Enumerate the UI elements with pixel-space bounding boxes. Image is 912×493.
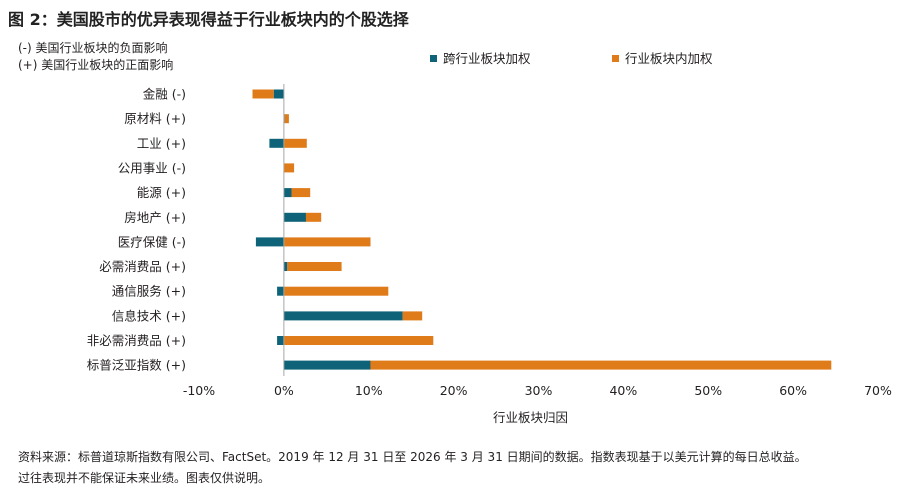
bar-within-sector <box>283 138 307 148</box>
bar-within-sector <box>305 212 322 222</box>
category-label: 金融 (-) <box>143 87 186 102</box>
category-label: 工业 (+) <box>137 136 186 151</box>
chart-title: 图 2：美国股市的优异表现得益于行业板块内的个股选择 <box>8 10 409 29</box>
x-tick-label: 70% <box>864 383 892 398</box>
chart-legend: 跨行业板块加权 行业板块内加权 <box>430 51 713 66</box>
category-label: 能源 (+) <box>137 185 186 200</box>
category-label: 通信服务 (+) <box>112 284 186 299</box>
sign-notes: (-) 美国行业板块的负面影响 (+) 美国行业板块的正面影响 <box>18 40 173 74</box>
source-line-1: 资料来源：标普道琼斯指数有限公司、FactSet。2019 年 12 月 31 … <box>18 450 807 464</box>
category-label: 医疗保健 (-) <box>118 234 186 249</box>
bar-cross-sector <box>283 188 292 198</box>
x-tick-label: 0% <box>274 383 294 398</box>
category-label: 公用事业 (-) <box>118 160 186 175</box>
bar-cross-sector <box>269 138 284 148</box>
x-tick-label: 40% <box>609 383 637 398</box>
legend-label-1: 跨行业板块加权 <box>443 51 531 66</box>
category-labels: 金融 (-) 原材料 (+) 工业 (+) 公用事业 (-) 能源 (+) 房地产 (+)… <box>87 87 186 373</box>
attribution-chart: 跨行业板块加权 行业板块内加权 金融 (-) 原材料 (+) 工业 (+) 公用事业 (… <box>87 51 892 425</box>
bar-within-sector <box>370 360 832 370</box>
bar-within-sector <box>252 89 274 99</box>
bar-within-sector <box>284 114 289 124</box>
bar-cross-sector <box>255 237 284 247</box>
bar-within-sector <box>291 188 311 198</box>
legend-swatch-1 <box>430 55 437 62</box>
category-label: 标普泛亚指数 (+) <box>87 358 186 373</box>
negative-note: (-) 美国行业板块的负面影响 <box>18 41 168 55</box>
x-tick-label: -10% <box>183 383 215 398</box>
category-label: 信息技术 (+) <box>112 308 186 323</box>
bar-within-sector <box>287 262 342 271</box>
bar-cross-sector <box>277 336 284 345</box>
x-tick-label: 20% <box>440 383 468 398</box>
bar-within-sector <box>283 237 371 247</box>
bar-cross-sector <box>277 286 284 296</box>
bar-cross-sector <box>283 212 306 222</box>
bar-cross-sector <box>273 89 284 99</box>
x-axis-ticks: -10% 0% 10% 20% 30% 40% 50% 60% 70% <box>183 383 892 398</box>
source-note: 资料来源：标普道琼斯指数有限公司、FactSet。2019 年 12 月 31 … <box>18 447 807 489</box>
x-axis-label: 行业板块归因 <box>493 410 568 425</box>
positive-note: (+) 美国行业板块的正面影响 <box>18 58 174 72</box>
bar-cross-sector <box>283 262 288 271</box>
bar-within-sector <box>283 286 389 296</box>
x-tick-label: 10% <box>355 383 383 398</box>
source-line-2: 过往表现并不能保证未来业绩。图表仅供说明。 <box>18 471 271 485</box>
bar-within-sector <box>402 311 423 321</box>
x-tick-label: 30% <box>525 383 553 398</box>
category-label: 必需消费品 (+) <box>99 259 186 274</box>
bar-cross-sector <box>283 360 371 370</box>
bar-cross-sector <box>283 311 403 321</box>
category-label: 原材料 (+) <box>124 111 186 126</box>
category-label: 非必需消费品 (+) <box>87 333 186 348</box>
x-tick-label: 50% <box>694 383 722 398</box>
bars <box>252 89 832 370</box>
x-tick-label: 60% <box>779 383 807 398</box>
category-label: 房地产 (+) <box>124 210 186 225</box>
legend-label-2: 行业板块内加权 <box>625 51 713 66</box>
bar-within-sector <box>283 336 434 345</box>
legend-swatch-2 <box>612 55 619 62</box>
bar-within-sector <box>283 163 295 173</box>
